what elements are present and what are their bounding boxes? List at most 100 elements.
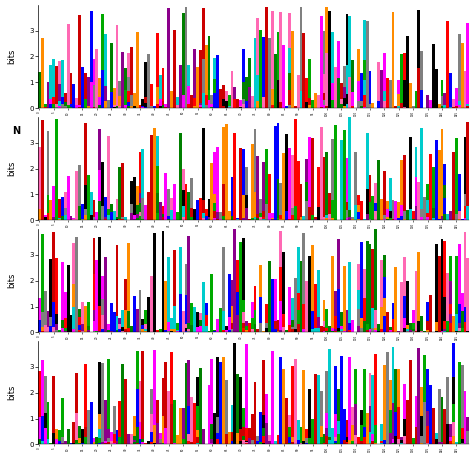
Bar xyxy=(239,107,242,108)
Bar xyxy=(184,331,187,332)
Bar xyxy=(44,375,46,413)
Bar xyxy=(199,198,202,217)
Bar xyxy=(237,433,239,444)
Bar xyxy=(357,101,360,108)
Bar xyxy=(392,304,394,319)
Bar xyxy=(372,328,374,332)
Bar xyxy=(225,325,228,330)
Bar xyxy=(184,363,187,444)
Bar xyxy=(449,304,452,314)
Bar xyxy=(75,237,78,332)
Bar xyxy=(403,419,406,436)
Bar xyxy=(167,257,170,322)
Bar xyxy=(259,199,262,207)
Bar xyxy=(216,55,219,100)
Bar xyxy=(317,328,320,331)
Bar xyxy=(397,80,400,94)
Bar xyxy=(251,440,254,444)
Bar xyxy=(458,244,461,304)
Bar xyxy=(383,326,386,332)
Bar xyxy=(308,256,311,332)
Bar xyxy=(216,438,219,444)
Bar xyxy=(280,231,283,267)
Bar xyxy=(248,219,251,220)
Bar xyxy=(268,441,271,444)
Bar xyxy=(213,93,216,102)
Bar xyxy=(435,433,438,439)
Bar xyxy=(383,91,386,101)
Bar xyxy=(167,322,170,329)
Bar xyxy=(283,153,285,220)
Bar xyxy=(400,440,403,443)
Bar xyxy=(273,330,277,332)
Bar xyxy=(248,438,251,444)
Bar xyxy=(317,270,320,317)
Bar xyxy=(423,331,426,332)
Bar xyxy=(118,106,121,108)
Bar xyxy=(302,219,305,220)
Bar xyxy=(193,98,196,106)
Bar xyxy=(351,407,354,425)
Bar xyxy=(210,443,213,444)
Bar xyxy=(268,175,271,204)
Bar xyxy=(81,302,84,324)
Bar xyxy=(288,106,291,108)
Bar xyxy=(55,313,58,324)
Bar xyxy=(222,106,225,108)
Bar xyxy=(136,32,138,108)
Bar xyxy=(254,217,256,219)
Bar xyxy=(116,219,118,220)
Bar xyxy=(55,258,58,313)
Bar xyxy=(308,438,311,444)
Bar xyxy=(84,215,87,220)
Bar xyxy=(443,185,446,198)
Bar xyxy=(170,404,173,444)
Bar xyxy=(196,407,199,430)
Bar xyxy=(372,249,374,308)
Bar xyxy=(127,243,130,311)
Bar xyxy=(337,289,340,328)
Bar xyxy=(251,414,254,440)
Bar xyxy=(305,429,308,438)
Bar xyxy=(52,105,55,108)
Bar xyxy=(328,349,331,418)
Bar xyxy=(73,307,75,324)
Bar xyxy=(406,329,409,331)
Bar xyxy=(317,167,320,207)
Bar xyxy=(435,331,438,332)
Bar xyxy=(222,311,225,330)
Bar xyxy=(420,316,423,331)
Bar xyxy=(245,321,248,326)
Bar xyxy=(452,152,455,220)
Bar xyxy=(449,211,452,220)
Bar xyxy=(136,186,138,206)
Bar xyxy=(288,13,291,48)
Bar xyxy=(400,54,403,81)
Bar xyxy=(288,414,291,427)
Bar xyxy=(141,198,144,219)
Bar xyxy=(116,441,118,444)
Bar xyxy=(164,104,167,107)
Bar xyxy=(256,441,259,444)
Bar xyxy=(452,404,455,422)
Bar xyxy=(317,331,320,332)
Bar xyxy=(84,364,87,426)
Bar xyxy=(357,325,360,332)
Bar xyxy=(426,411,429,426)
Bar xyxy=(397,407,400,439)
Bar xyxy=(52,376,55,433)
Bar xyxy=(331,100,334,108)
Bar xyxy=(159,443,162,444)
Bar xyxy=(320,391,323,425)
Bar xyxy=(124,217,127,220)
Bar xyxy=(394,436,397,444)
Bar xyxy=(73,329,75,332)
Bar xyxy=(73,219,75,220)
Bar xyxy=(84,73,87,99)
Bar xyxy=(314,217,317,219)
Bar xyxy=(432,408,435,444)
Bar xyxy=(101,299,104,315)
Bar xyxy=(357,49,360,81)
Bar xyxy=(205,216,208,220)
Bar xyxy=(369,432,372,444)
